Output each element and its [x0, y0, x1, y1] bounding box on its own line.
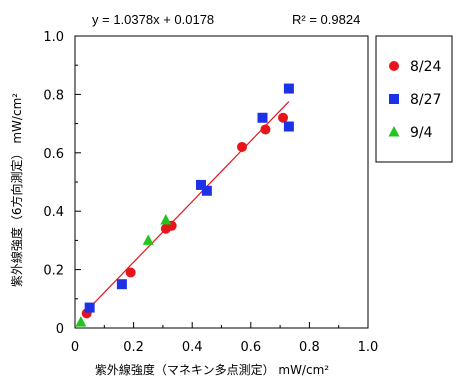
legend: 8/24 8/27 9/4 — [388, 59, 442, 141]
x-tick-label: 0.6 — [240, 340, 261, 355]
data-point-square — [283, 121, 294, 132]
data-points — [75, 83, 294, 327]
y-tick-label: 0.6 — [43, 147, 64, 162]
legend-box — [375, 35, 453, 163]
y-tick-labels: 0 0.2 0.4 0.6 0.8 1.0 — [43, 30, 64, 337]
data-point-square — [84, 302, 95, 313]
data-point-triangle — [160, 213, 172, 225]
x-axis-label: 紫外線強度（マネキン多点測定） mW/cm² — [95, 362, 329, 377]
legend-marker-triangle — [388, 126, 400, 137]
legend-label: 8/27 — [410, 92, 441, 108]
data-point-triangle — [75, 316, 87, 327]
data-point-circle — [260, 124, 271, 135]
tick-marks — [74, 35, 369, 329]
data-point-circle — [278, 112, 289, 123]
y-tick-label: 0.2 — [43, 264, 64, 279]
y-tick-label: 0 — [56, 322, 64, 337]
r-squared-label: R² = 0.9824 — [292, 12, 360, 27]
trendline-group — [83, 101, 290, 315]
y-tick-label: 1.0 — [43, 30, 64, 45]
data-point-circle — [125, 267, 136, 278]
x-tick-label: 0.4 — [182, 340, 203, 355]
x-tick-labels: 0 0.2 0.4 0.6 0.8 1.0 — [71, 340, 378, 355]
data-point-circle — [237, 141, 248, 152]
legend-marker-square — [389, 94, 399, 104]
x-tick-label: 0 — [71, 340, 79, 355]
data-point-square — [201, 185, 212, 196]
data-point-square — [195, 179, 206, 190]
y-axis-label: 紫外線強度（6方向測定） mW/cm² — [9, 93, 24, 287]
legend-label: 9/4 — [410, 125, 433, 141]
data-point-triangle — [142, 234, 154, 245]
x-tick-label: 1.0 — [358, 340, 379, 355]
x-tick-label: 0.2 — [123, 340, 144, 355]
data-point-square — [116, 279, 127, 290]
x-tick-label: 0.8 — [299, 340, 320, 355]
y-tick-label: 0.8 — [43, 88, 64, 103]
regression-equation: y = 1.0378x + 0.0178 — [92, 12, 214, 27]
legend-marker-circle — [389, 61, 399, 71]
data-point-square — [257, 112, 268, 123]
data-point-square — [283, 83, 294, 94]
regression-line — [83, 101, 290, 315]
legend-label: 8/24 — [410, 59, 442, 75]
y-tick-label: 0.4 — [43, 205, 64, 220]
